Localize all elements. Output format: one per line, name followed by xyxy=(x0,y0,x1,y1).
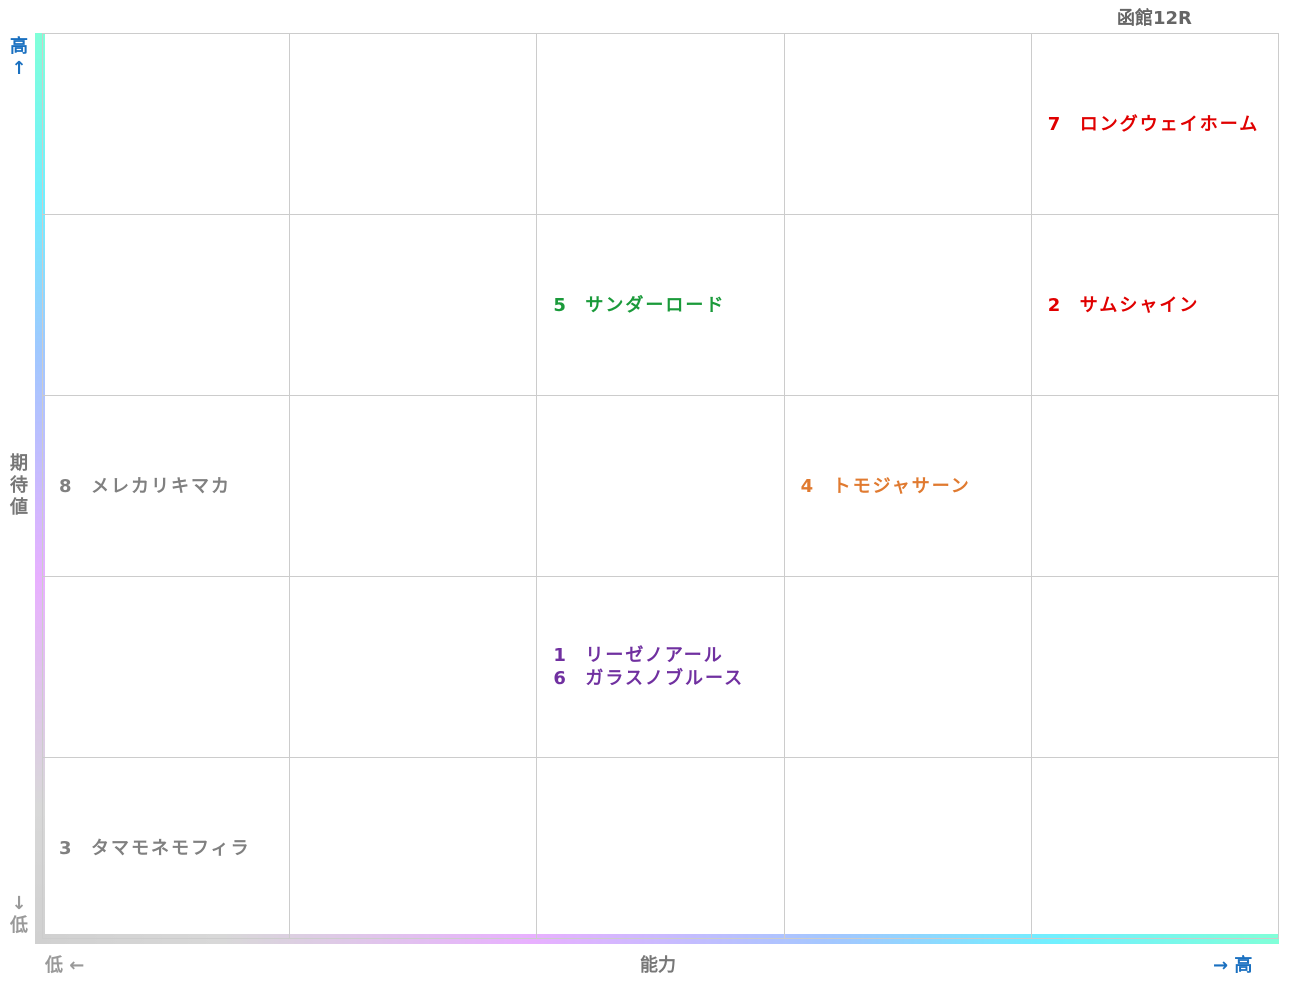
cell: 5 サンダーロード xyxy=(536,215,784,396)
cell xyxy=(42,577,290,758)
cell xyxy=(783,577,1031,758)
cell: 2 サムシャイン xyxy=(1030,215,1278,396)
entry-number: 4 xyxy=(800,475,816,497)
entry-number: 6 xyxy=(553,668,568,689)
cell xyxy=(289,215,537,396)
entry: 6 ガラスノブルース xyxy=(553,667,783,690)
entry: 4 トモジャサーン xyxy=(801,475,1031,498)
entry-name: メレカリキマカ xyxy=(91,475,231,497)
cell xyxy=(1030,396,1278,577)
entry: 3 タマモネモフィラ xyxy=(59,837,289,860)
x-label: 能力 xyxy=(640,955,676,976)
x-high: → 高 xyxy=(1213,955,1253,976)
entry: 8 メレカリキマカ xyxy=(59,475,289,498)
entry-number: 8 xyxy=(59,475,74,497)
cell xyxy=(289,396,537,577)
cell xyxy=(783,34,1031,215)
entry-number: 7 xyxy=(1047,113,1063,135)
title: 函館12R xyxy=(1117,8,1192,29)
grid: 7 ロングウェイホーム 5 サンダーロード 2 サムシャイン 8 メレカリキマカ 4 トモジャサー… xyxy=(42,33,1279,939)
cell xyxy=(1030,758,1278,939)
cell xyxy=(783,215,1031,396)
y-axis-bar xyxy=(35,33,45,943)
cell xyxy=(536,396,784,577)
entry: 7 ロングウェイホーム xyxy=(1048,113,1278,136)
y-label: 期待値 xyxy=(10,453,28,518)
cell xyxy=(783,758,1031,939)
x-low: 低 ← xyxy=(45,955,85,976)
entry-number: 1 xyxy=(553,645,568,666)
cell xyxy=(536,758,784,939)
entry: 5 サンダーロード xyxy=(553,294,783,317)
cell: 7 ロングウェイホーム xyxy=(1030,34,1278,215)
entry-name: サムシャイン xyxy=(1079,294,1200,316)
entry-number: 3 xyxy=(59,837,74,859)
cell xyxy=(289,577,537,758)
entry-name: ガラスノブルース xyxy=(585,668,745,689)
cell: 3 タマモネモフィラ xyxy=(42,758,290,939)
y-high: 高↑ xyxy=(10,36,28,79)
cell: 4 トモジャサーン xyxy=(783,396,1031,577)
entry: 1 リーゼノアール xyxy=(553,644,783,667)
y-low: ↓低 xyxy=(10,893,28,936)
entry-name: タマモネモフィラ xyxy=(91,837,251,859)
entry-number: 2 xyxy=(1047,294,1063,316)
cell xyxy=(289,758,537,939)
cell xyxy=(1030,577,1278,758)
entry-name: ロングウェイホーム xyxy=(1079,113,1260,135)
entry-name: リーゼノアール xyxy=(585,645,724,666)
entry-number: 5 xyxy=(553,294,568,316)
cell xyxy=(42,215,290,396)
entry-name: サンダーロード xyxy=(585,294,726,316)
cell xyxy=(536,34,784,215)
cell: 1 リーゼノアール 6 ガラスノブルース xyxy=(536,577,784,758)
cell xyxy=(42,34,290,215)
entry-name: トモジャサーン xyxy=(832,475,971,497)
entry: 2 サムシャイン xyxy=(1048,294,1278,317)
cell: 8 メレカリキマカ xyxy=(42,396,290,577)
x-axis-bar xyxy=(35,934,1279,944)
cell xyxy=(289,34,537,215)
